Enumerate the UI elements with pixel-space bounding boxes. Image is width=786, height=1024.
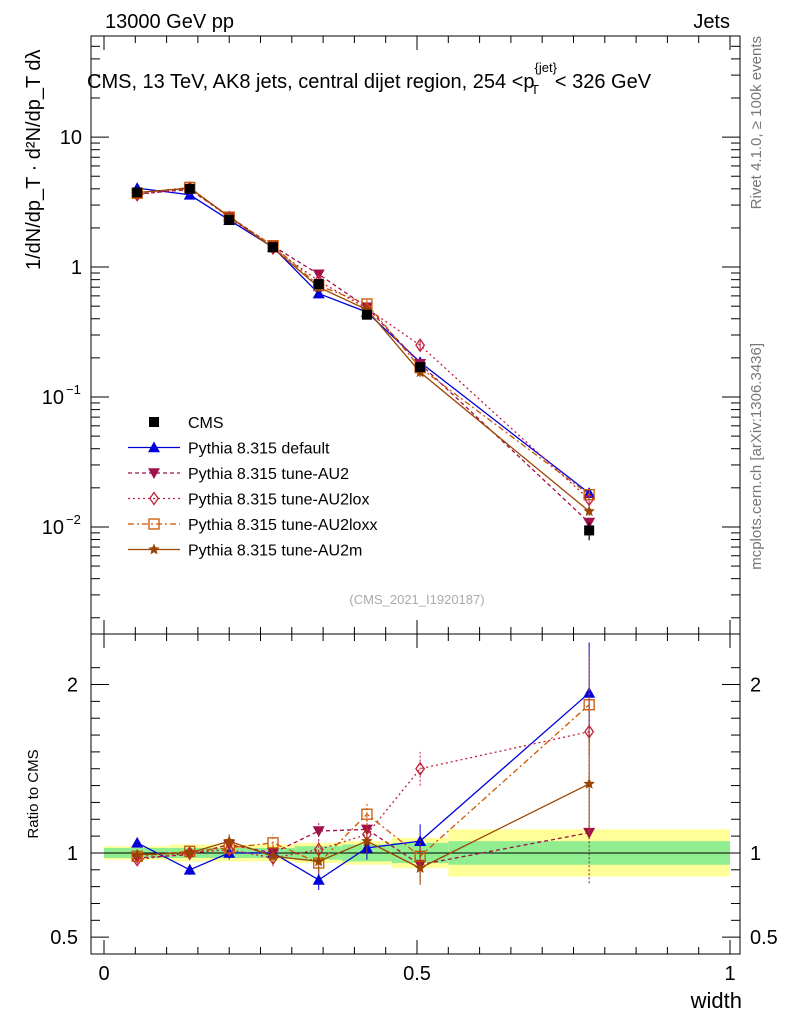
main-y-axis-label: 1/dN/dp_T · d²N/dp_T dλ bbox=[23, 50, 45, 271]
ratio-marker-0 bbox=[312, 873, 325, 885]
legend-marker-4 bbox=[148, 543, 160, 555]
x-tick-label: 1 bbox=[724, 963, 735, 985]
ratio-marker-3 bbox=[583, 699, 595, 711]
cms-data-point bbox=[584, 525, 595, 536]
ratio-line-4 bbox=[137, 783, 590, 869]
x-tick-label: 0.5 bbox=[403, 963, 431, 985]
legend-label-2: Pythia 8.315 tune-AU2lox bbox=[188, 492, 369, 509]
ratio-panel: 0.5 0.5 1 1 2 2 bbox=[50, 633, 778, 955]
ratio-marker-4 bbox=[267, 850, 279, 862]
ratio-marker-0 bbox=[183, 863, 196, 875]
legend-marker-0 bbox=[148, 441, 160, 453]
x-axis-tick-labels: 0 0.5 1 bbox=[98, 963, 735, 985]
y-label-text: 1/dN/dp_T · d²N/dp_T dλ bbox=[23, 50, 45, 271]
analysis-watermark: (CMS_2021_I1920187) bbox=[349, 592, 484, 607]
ratio-frame bbox=[90, 633, 741, 955]
series-line-1 bbox=[137, 188, 590, 524]
y-tick-label: 1 bbox=[71, 257, 82, 279]
cms-data-point bbox=[415, 362, 426, 373]
cms-data-point bbox=[268, 242, 279, 253]
ratio-marker-4 bbox=[583, 777, 595, 789]
cms-data-point bbox=[361, 309, 372, 320]
ratio-y-tick-label: 2 bbox=[67, 675, 78, 697]
chart-title: CMS, 13 TeV, AK8 jets, central dijet reg… bbox=[87, 60, 652, 97]
legend: CMS Pythia 8.315 default Pythia 8.315 tune… bbox=[128, 415, 377, 560]
series-marker-2 bbox=[584, 492, 595, 507]
legend-label-1: Pythia 8.315 tune-AU2 bbox=[188, 466, 349, 483]
y-tick-label: 10 bbox=[42, 517, 64, 539]
ratio-marker-4 bbox=[184, 846, 196, 858]
legend-marker-cms bbox=[149, 417, 159, 427]
series-marker-0 bbox=[312, 287, 325, 299]
ratio-y-tick-label-right: 2 bbox=[750, 675, 761, 697]
x-tick-label: 0 bbox=[98, 963, 109, 985]
series-marker-3 bbox=[583, 489, 595, 501]
series-marker-2 bbox=[415, 338, 426, 353]
ratio-uncertainty-bands bbox=[104, 829, 730, 877]
ratio-marker-0 bbox=[131, 836, 144, 848]
y-label-group: 1/dN/dp_T · d²N/dp_T dλ bbox=[23, 50, 45, 271]
cms-data-layer bbox=[132, 183, 595, 541]
legend-label-cms: CMS bbox=[188, 415, 224, 432]
ratio-marker-3 bbox=[267, 837, 279, 849]
legend-marker-1 bbox=[148, 468, 160, 479]
ratio-marker-1 bbox=[312, 826, 325, 838]
y-tick-label: 10 bbox=[42, 387, 64, 409]
legend-marker-3 bbox=[148, 518, 160, 530]
cms-data-point bbox=[313, 279, 324, 290]
ratio-line-2 bbox=[137, 731, 590, 861]
legend-label-4: Pythia 8.315 tune-AU2m bbox=[188, 543, 362, 560]
ratio-y-tick-label: 0.5 bbox=[50, 927, 78, 949]
rivet-version-label: Rivet 4.1.0, ≥ 100k events bbox=[748, 36, 765, 209]
ratio-marker-4 bbox=[313, 855, 325, 867]
header-left: 13000 GeV pp bbox=[105, 11, 234, 33]
ratio-marker-4 bbox=[361, 835, 373, 846]
ratio-y-axis-label: Ratio to CMS bbox=[25, 749, 42, 838]
cms-data-point bbox=[132, 187, 143, 198]
ratio-marker-3 bbox=[361, 808, 373, 820]
y-tick-label-exponent: −2 bbox=[66, 512, 81, 527]
cms-data-point bbox=[184, 183, 195, 194]
ratio-series-layer bbox=[131, 642, 596, 890]
legend-label-0: Pythia 8.315 default bbox=[188, 441, 330, 458]
legend-label-3: Pythia 8.315 tune-AU2loxx bbox=[188, 517, 377, 534]
ratio-y-tick-label: 1 bbox=[67, 843, 78, 865]
ratio-marker-4 bbox=[414, 862, 426, 873]
series-marker-4 bbox=[583, 505, 595, 517]
ratio-y-tick-label-right: 1 bbox=[750, 843, 761, 865]
y-tick-label: 10 bbox=[60, 127, 82, 149]
ratio-marker-4 bbox=[131, 848, 143, 860]
ratio-y-tick-label-right: 0.5 bbox=[750, 927, 778, 949]
y-tick-label-exponent: −1 bbox=[66, 382, 81, 397]
legend-marker-2 bbox=[149, 491, 159, 506]
ratio-marker-2 bbox=[415, 761, 426, 776]
ratio-line-0 bbox=[136, 692, 590, 881]
ratio-marker-4 bbox=[223, 835, 235, 846]
cms-data-point bbox=[224, 215, 235, 226]
ratio-line-1 bbox=[137, 828, 590, 866]
x-axis-label: width bbox=[690, 988, 742, 1013]
series-line-4 bbox=[137, 187, 590, 512]
ratio-axis-ticks: 0.5 0.5 1 1 2 2 bbox=[50, 634, 778, 954]
mcplots-reference-label: mcplots.cern.ch [arXiv:1306.3436] bbox=[748, 343, 765, 570]
header-right: Jets bbox=[693, 11, 730, 33]
